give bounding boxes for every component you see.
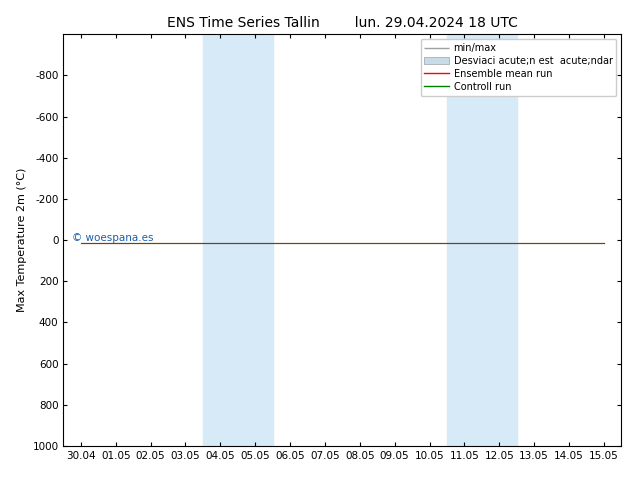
Bar bbox=[238, 34, 273, 446]
Bar bbox=[447, 34, 482, 446]
Y-axis label: Max Temperature 2m (°C): Max Temperature 2m (°C) bbox=[17, 168, 27, 312]
Title: ENS Time Series Tallin        lun. 29.04.2024 18 UTC: ENS Time Series Tallin lun. 29.04.2024 1… bbox=[167, 16, 518, 30]
Bar bbox=[203, 34, 238, 446]
Text: © woespana.es: © woespana.es bbox=[72, 233, 153, 243]
Bar bbox=[482, 34, 517, 446]
Legend: min/max, Desviaci acute;n est  acute;ndar, Ensemble mean run, Controll run: min/max, Desviaci acute;n est acute;ndar… bbox=[420, 39, 616, 96]
